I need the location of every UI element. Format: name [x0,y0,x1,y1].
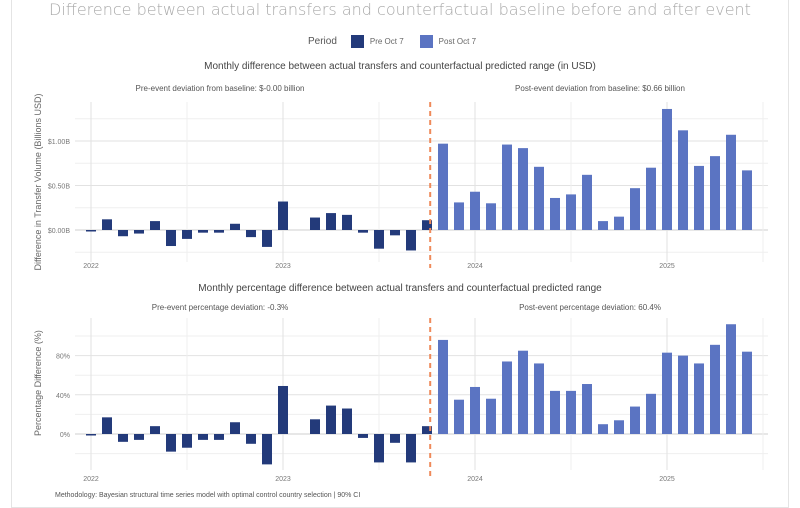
legend-label-pre: Pre Oct 7 [369,37,404,46]
chart2-post-annotation: Post-event percentage deviation: 60.4% [519,303,661,312]
legend-label-post: Post Oct 7 [438,37,477,46]
chart1-y-axis-label: Difference in Transfer Volume (Billions … [33,93,43,271]
legend-title: Period [307,36,337,47]
legend-swatch-post [419,35,433,48]
legend-swatch-pre [350,35,364,48]
main-title: Difference between actual transfers and … [49,0,751,19]
chart2-y-axis-label: Percentage Difference (%) [33,330,43,436]
chart2-pre-annotation: Pre-event percentage deviation: -0.3% [151,303,289,312]
chart1-title: Monthly difference between actual transf… [204,61,596,72]
chart1-pre-annotation: Pre-event deviation from baseline: $-0.0… [135,84,305,93]
legend: Period Pre Oct 7 Post Oct 7 [0,35,800,48]
chart1-post-annotation: Post-event deviation from baseline: $0.6… [515,84,685,93]
methodology-note: Methodology: Bayesian structural time se… [55,492,361,499]
chart-card [11,0,789,508]
chart2-title: Monthly percentage difference between ac… [198,283,602,294]
